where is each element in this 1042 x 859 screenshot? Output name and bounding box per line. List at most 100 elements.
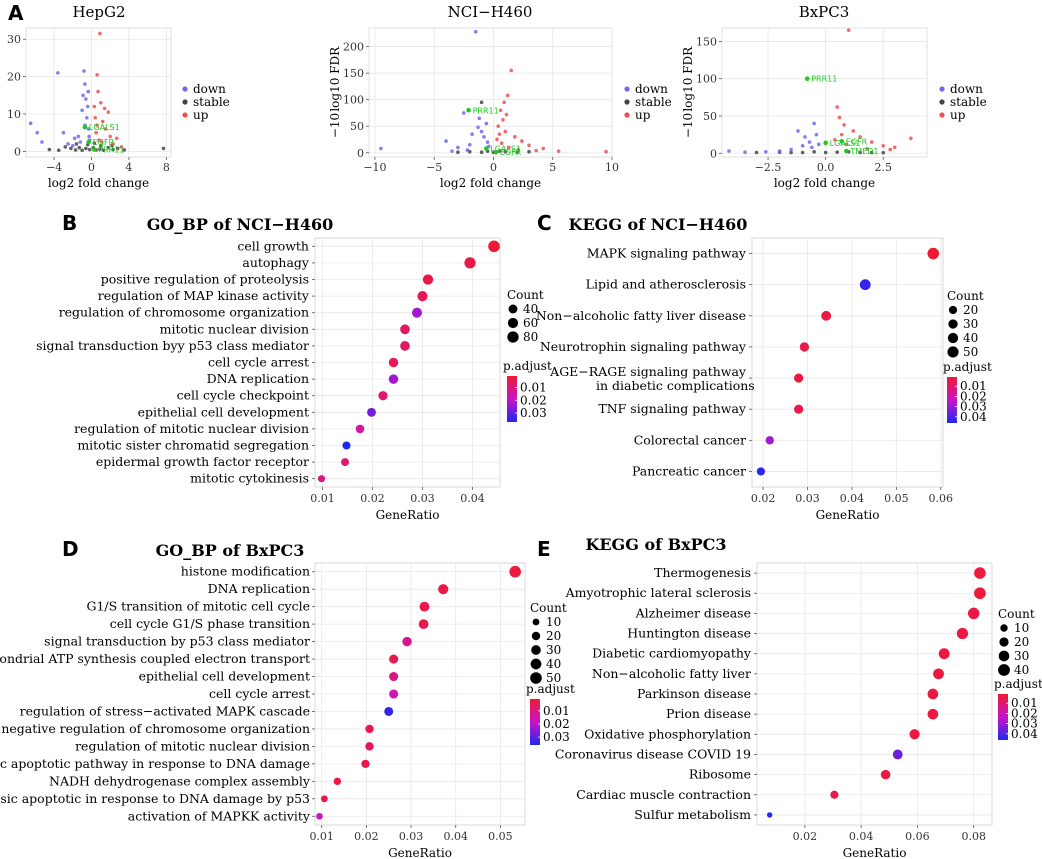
point-up [835,105,839,109]
point-stable [122,148,127,152]
legend-label-down: down [193,82,226,96]
legend-key-stable [624,99,630,105]
padjust-tick-label: 0.03 [1011,717,1038,731]
padjust-tick-label: 0.01 [1011,696,1038,710]
dot [419,601,430,612]
count-legend-label: 10 [546,615,561,629]
dot [389,689,399,699]
gene-point [493,149,499,155]
legend-key-down [182,86,188,92]
point-stable [69,146,73,151]
point-stable [161,146,166,151]
x-tick-label: 0.08 [961,830,986,843]
point-stable [456,150,460,155]
count-legend-label: 50 [546,671,561,685]
point-stable [101,148,106,153]
point-down [87,134,91,139]
point-stable [47,147,52,152]
gene-point [804,76,810,82]
point-down [81,93,85,98]
count-legend-dot [530,658,542,670]
x-tick-label: 8 [163,161,170,174]
x-tick-label: 0.02 [360,492,385,505]
dot [333,777,342,786]
point-up [846,28,851,33]
point-up [103,127,108,131]
point-stable [106,145,111,150]
padjust-legend-title: p.adjust [994,677,1042,691]
category-label: TNF signaling pathway [598,401,747,416]
point-down [35,130,40,135]
point-stable [92,141,97,145]
point-up [505,93,510,98]
point-up [95,123,99,128]
x-tick-label: 10 [605,161,619,174]
panel-letter-d: D [62,537,79,561]
point-stable [869,150,874,155]
x-tick-label: 0.02 [793,830,818,843]
point-up [520,139,524,143]
dot [909,729,920,740]
dotplot-kegg_bx: E KEGG of BxPC3 Thermogenesis Amyotrophic l… [537,535,1042,859]
dot [927,247,940,260]
legend-label-stable: stable [950,95,987,109]
x-tick-label: 0.04 [840,492,865,505]
point-down [482,135,486,139]
point-down [476,125,480,130]
gene-label: EGFR [846,137,868,146]
dot [411,307,423,318]
point-down [462,111,466,115]
point-stable [99,143,103,148]
point-up [495,137,499,142]
category-label: intrinsic apoptotic pathway in response … [0,756,310,771]
padjust-colorbar [530,699,540,745]
dot [365,742,374,751]
point-stable [800,150,805,155]
count-legend-label: 50 [963,345,978,359]
point-up [96,89,100,94]
point-down [66,142,70,146]
category-label: Non−alcoholic fatty liver [592,666,751,681]
dot [756,467,765,476]
point-up [527,143,531,148]
category-label: DNA replication [208,581,310,596]
y-tick-label: 0 [357,147,364,160]
point-up [516,147,521,152]
legend-key-down [939,86,945,92]
padjust-tick-label: 0.04 [1011,727,1038,741]
padjust-legend-title: p.adjust [526,682,575,696]
legend-label-down: down [950,82,983,96]
count-legend-label: 40 [523,302,538,316]
count-legend-dot [947,332,959,344]
point-down [56,71,60,75]
dotplot-go_nci: B GO_BP of NCI−H460 cell growth autophagy po… [36,211,552,522]
point-stable [527,149,531,154]
padjust-tick-label: 0.02 [520,393,547,407]
dot [956,627,969,640]
dot [316,812,323,820]
padjust-colorbar [998,694,1008,740]
category-label-line2: in diabetic complications [596,378,755,393]
x-tick-label: 0 [490,161,497,174]
panel-letter-c: C [537,211,552,235]
category-label: epidermal growth factor receptor [96,454,309,469]
dot [320,795,328,803]
dot [821,310,832,321]
padjust-tick-label: 0.02 [960,389,987,403]
dot [880,769,891,780]
gene-point [844,148,849,154]
point-up [498,108,503,113]
category-label: G1/S transition of mitotic cell cycle [86,599,310,614]
dot [402,636,412,647]
category-label: epithelial cell development [139,669,310,684]
category-label: Neurotrophin signaling pathway [540,339,747,354]
category-label: mitotic nuclear division [160,321,309,336]
legend-label-stable: stable [193,95,230,109]
category-label: regulation of MAP kinase activity [98,288,310,303]
category-label: intrinsic apoptotic in response to DNA d… [0,791,310,806]
count-legend-label: 20 [1014,635,1029,649]
category-label: regulation of stress−activated MAPK casc… [20,703,310,718]
point-up [94,130,98,135]
